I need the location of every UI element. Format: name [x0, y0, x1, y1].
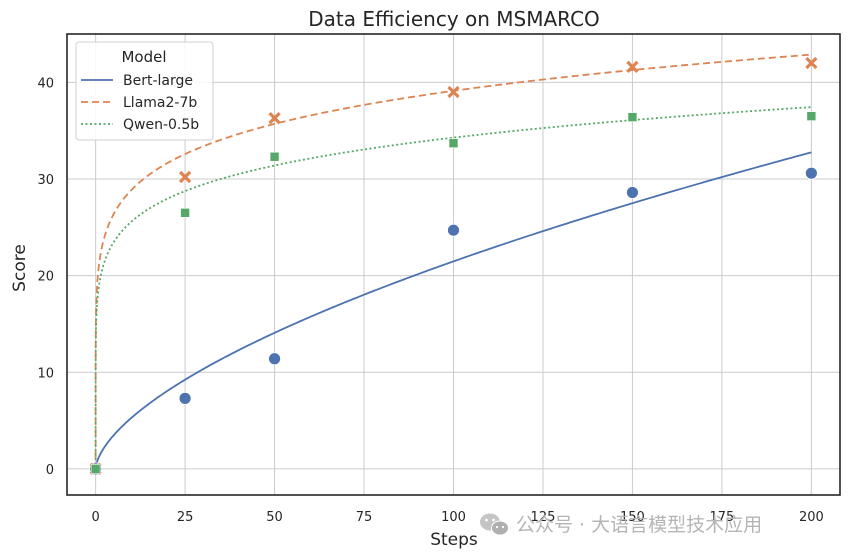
data-point-llama2-7b	[447, 85, 460, 99]
data-point-qwen-0-5b	[269, 151, 280, 162]
legend-label-qwen-0-5b: Qwen-0.5b	[123, 117, 199, 133]
tick-labels-layer: 0 25 50 75 100 125 150 175 200 0 10 20 30 40	[37, 76, 823, 525]
chart-title: Data Efficiency on MSMARCO	[308, 7, 600, 31]
x-tick-label: 175	[709, 510, 734, 525]
fit-line-qwen-0-5b	[94, 106, 812, 469]
y-tick-label: 30	[37, 173, 54, 188]
data-point-llama2-7b	[178, 170, 192, 184]
x-tick-label: 50	[266, 510, 283, 525]
data-point-qwen-0-5b	[627, 112, 638, 122]
wechat-icon	[480, 513, 509, 536]
y-tick-label: 20	[37, 270, 54, 285]
x-tick-label: 150	[620, 510, 645, 525]
data-point-llama2-7b	[626, 60, 639, 73]
x-axis-title: Steps	[430, 530, 478, 550]
data-point-llama2-7b	[805, 56, 818, 70]
data-point-bert-large	[447, 223, 460, 237]
fit-lines-layer	[94, 53, 812, 469]
y-tick-label: 40	[37, 76, 54, 91]
x-tick-label: 25	[177, 510, 194, 525]
plot-frame	[66, 33, 841, 496]
legend-title: Model	[121, 48, 166, 66]
legend-label-llama2-7b: Llama2-7b	[123, 95, 197, 111]
data-point-qwen-0-5b	[90, 464, 101, 474]
y-axis-title: Score	[10, 244, 30, 292]
data-points-layer	[89, 56, 818, 476]
grid-layer	[67, 34, 840, 495]
data-point-qwen-0-5b	[180, 207, 190, 218]
x-tick-label: 200	[799, 510, 824, 525]
x-tick-label: 125	[531, 510, 556, 525]
data-point-bert-large	[268, 352, 281, 366]
y-tick-label: 10	[37, 366, 54, 381]
data-point-llama2-7b	[268, 111, 281, 125]
data-point-bert-large	[178, 391, 192, 405]
data-point-qwen-0-5b	[806, 111, 817, 121]
fit-line-llama2-7b	[94, 53, 812, 469]
legend-label-bert-large: Bert-large	[123, 73, 193, 89]
legend-box	[75, 41, 214, 141]
y-tick-label: 0	[46, 463, 54, 478]
watermark: 公众号 · 大语言模型技术应用	[480, 513, 762, 536]
x-tick-label: 75	[356, 510, 373, 525]
fit-line-bert-large	[94, 151, 812, 469]
x-tick-label: 100	[441, 510, 466, 525]
data-point-bert-large	[626, 186, 639, 199]
data-point-bert-large	[804, 166, 818, 180]
legend: Model Bert-large Llama2-7b Qwen-0.5b	[75, 41, 214, 141]
x-tick-label: 0	[91, 510, 99, 525]
data-point-qwen-0-5b	[448, 138, 459, 149]
watermark-text: 公众号 · 大语言模型技术应用	[516, 514, 762, 536]
legend-entries: Bert-large Llama2-7b Qwen-0.5b	[81, 73, 199, 133]
